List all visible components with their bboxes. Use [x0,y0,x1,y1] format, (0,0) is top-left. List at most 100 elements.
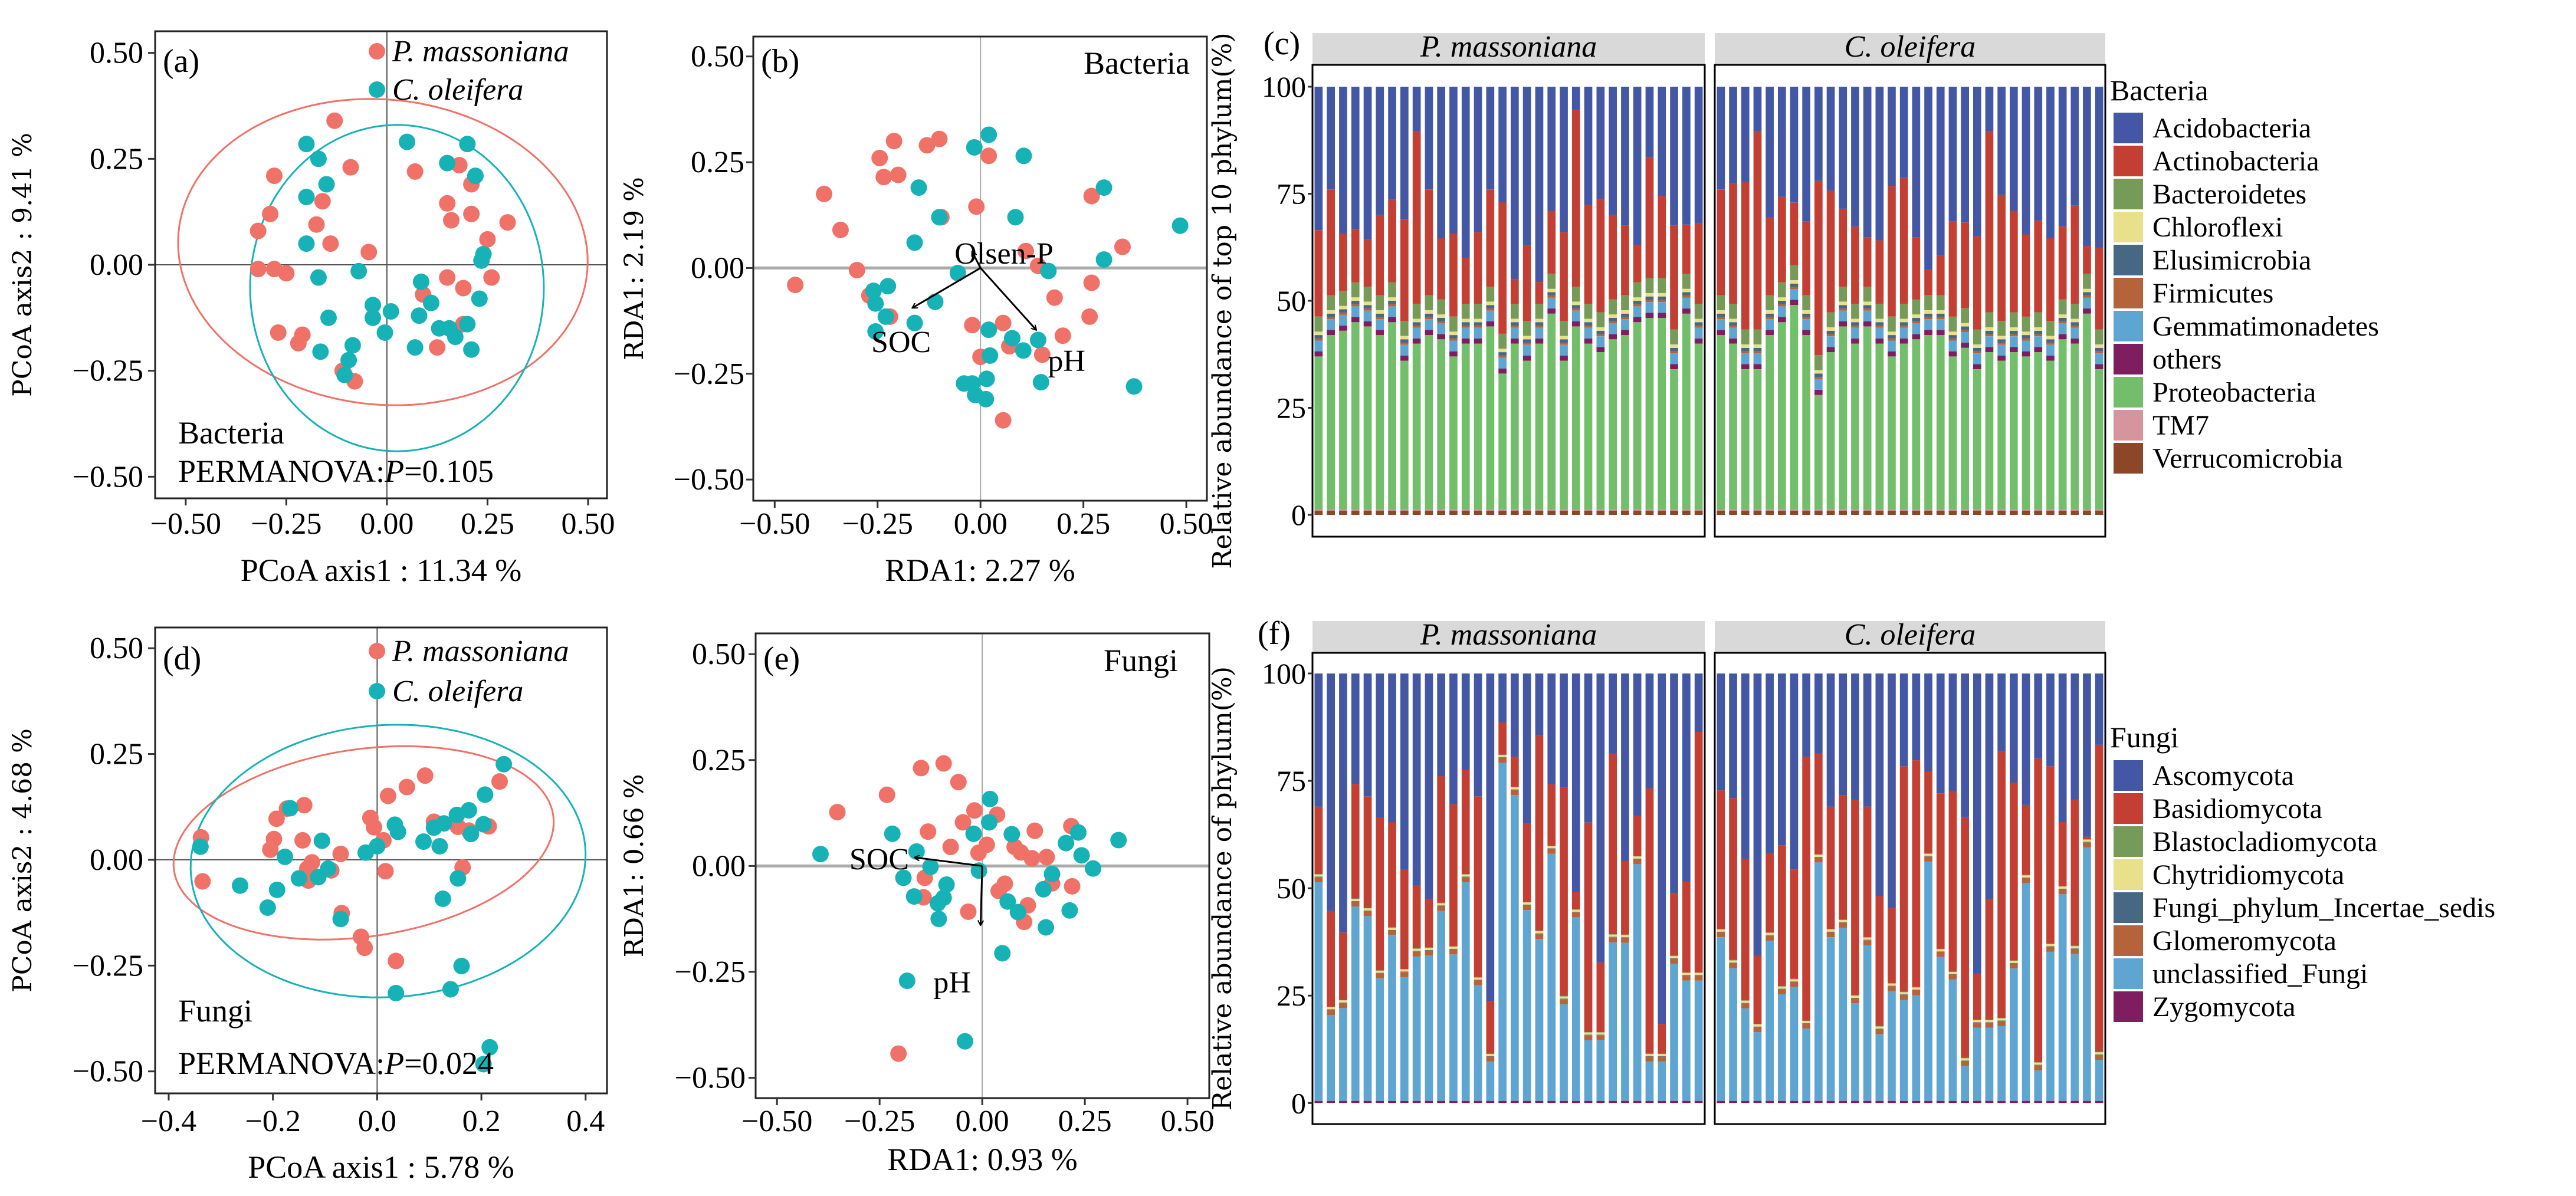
bar-segment-unclassified-fungi [1924,862,1932,1101]
data-point-c-oleifera [1043,866,1061,883]
x-tick-label: 0.50 [561,507,615,541]
bar-segment-proteobacteria [1522,360,1531,510]
data-point-p-massoniana [290,334,307,351]
bar-segment-firmicutes [1936,317,1945,320]
bar-segment-zygomycota [1826,1100,1835,1103]
bar-segment-tm7 [1924,509,1932,511]
bar-segment-verrucomicrobia [1961,510,1969,515]
bar-segment-chytridiomycota [1790,979,1799,982]
bar-segment-tm7 [1766,509,1774,511]
bar-segment-firmicutes [1814,377,1823,379]
panel-label: (c) [1264,25,1300,62]
bar-segment-acidobacteria [1609,87,1617,215]
bar-segment-gemmatimonadetes [1571,310,1580,321]
bar-segment-acidobacteria [1376,87,1384,215]
bar-segment-glomeromycota [1449,949,1458,955]
bar-segment-firmicutes [1547,295,1556,298]
bar-segment-unclassified-fungi [1826,937,1835,1101]
bar-segment-zygomycota [1839,1100,1847,1103]
bar-segment-firmicutes [1560,343,1568,345]
bar-segment-firmicutes [1498,355,1507,358]
bar-segment-bacteroidetes [2058,299,2067,315]
bar-segment-fungi-phylum-incertae-sedis [1863,939,1872,941]
bar-segment-acidobacteria [1924,87,1932,270]
bar-segment-firmicutes [1388,304,1396,307]
bar-segment-basidiomycota [1790,869,1799,979]
x-tick-label: 0.25 [461,507,514,541]
x-tick-label: 0.4 [566,1105,605,1138]
bar-segment-firmicutes [1425,317,1433,320]
bar-segment-proteobacteria [1363,326,1372,510]
y-axis-title: RDA1: 0.66 % [619,774,649,958]
bar-segment-tm7 [2070,509,2079,511]
legend-key [2114,146,2143,176]
bar-segment-basidiomycota [2034,758,2043,1063]
bar-segment-gemmatimonadetes [1596,336,1605,347]
bar-segment-firmicutes [1985,334,1994,337]
legend-label: Ascomycota [2152,760,2294,791]
bar-segment-basidiomycota [1826,806,1835,929]
bar-segment-blastocladiomycota [1863,937,1872,938]
bar-segment-bacteroidetes [1888,316,1896,332]
bar-segment-chloroflexi [1658,293,1666,297]
bar-segment-others [1839,321,1847,327]
bar-segment-elusimicrobia [1314,335,1323,339]
bar-segment-firmicutes [1802,317,1810,320]
bar-segment-actinobacteria [1899,178,1908,304]
facet-strip [1312,33,1705,65]
bar-segment-fungi-phylum-incertae-sedis [1596,1034,1605,1036]
bar-segment-chloroflexi [2034,327,2043,331]
bar-segment-ascomycota [1522,673,1531,824]
bar-segment-basidiomycota [1936,793,1945,949]
data-point-p-massoniana [322,235,339,252]
bar-segment-bacteroidetes [1596,312,1605,327]
data-point-c-oleifera [1085,860,1102,877]
bar-segment-tm7 [1351,509,1360,511]
bar-segment-glomeromycota [1645,1056,1654,1062]
bar-segment-ascomycota [1621,673,1629,861]
bar-segment-chloroflexi [1948,331,1957,336]
bar-segment-firmicutes [2070,326,2079,328]
bar-segment-verrucomicrobia [1888,510,1896,515]
bar-segment-firmicutes [1790,287,1799,290]
legend-label: Elusimicrobia [2152,245,2311,276]
bar-segment-glomeromycota [1633,859,1642,865]
bar-segment-chytridiomycota [1535,931,1544,934]
bar-segment-elusimicrobia [2010,330,2018,334]
bar-segment-actinobacteria [2034,221,2043,313]
bar-segment-unclassified-fungi [1753,1032,1762,1101]
bar-segment-verrucomicrobia [1741,510,1750,515]
data-point-p-massoniana [265,167,283,185]
data-point-c-oleifera [460,801,477,819]
data-point-c-oleifera [365,297,382,314]
data-point-p-massoniana [878,786,895,803]
data-point-c-oleifera [982,790,999,807]
bar-segment-zygomycota [1474,1100,1482,1103]
bar-segment-fungi-phylum-incertae-sedis [1461,876,1470,878]
x-tick-label: −0.25 [842,507,913,541]
data-point-c-oleifera [290,870,307,887]
bar-segment-basidiomycota [1609,754,1617,935]
bar-segment-bacteroidetes [1682,274,1691,289]
group-annotation: Fungi [1104,643,1178,678]
bar-segment-elusimicrobia [1609,318,1617,321]
bar-segment-basidiomycota [1633,816,1642,856]
bar-segment-glomeromycota [1766,935,1774,941]
bar-segment-blastocladiomycota [1314,874,1323,875]
bar-segment-proteobacteria [1486,326,1495,510]
data-point-c-oleifera [906,314,923,331]
bar-segment-chloroflexi [1729,318,1737,323]
data-point-c-oleifera [1171,217,1189,234]
facet-strip-label: P. massoniana [1420,618,1597,652]
bar-segment-verrucomicrobia [1670,510,1678,515]
bar-segment-zygomycota [1814,1100,1823,1103]
bar-segment-zygomycota [1376,1100,1384,1103]
bar-segment-bacteroidetes [2022,316,2030,332]
bar-segment-acidobacteria [1851,87,1859,227]
y-tick-label: 100 [1262,70,1306,103]
bar-segment-actinobacteria [1936,255,1945,295]
bar-segment-gemmatimonadetes [1363,310,1372,321]
bar-segment-zygomycota [2070,1100,2079,1103]
bar-segment-acidobacteria [1753,87,1762,132]
legend-key [2114,245,2143,275]
